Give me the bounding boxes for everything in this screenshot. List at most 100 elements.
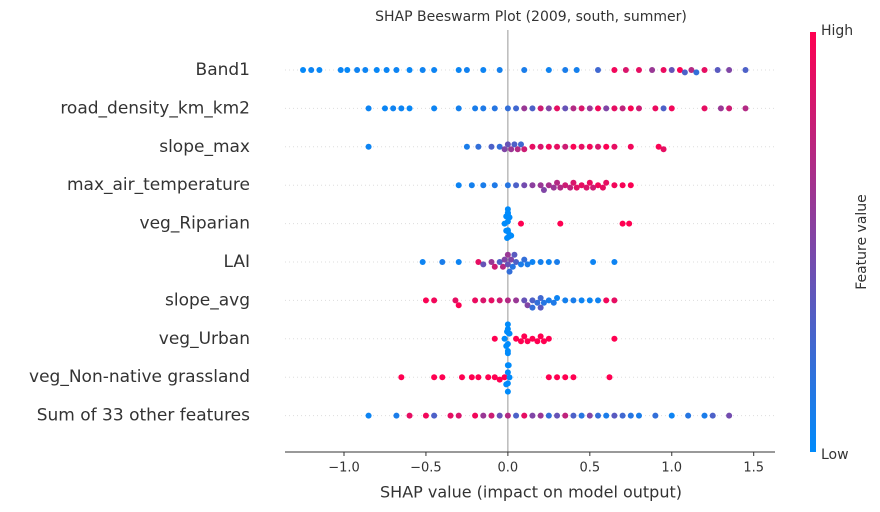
shap-dot: [362, 67, 368, 73]
chart-title: SHAP Beeswarm Plot (2009, south, summer): [375, 9, 687, 25]
shap-dot: [407, 67, 413, 73]
shap-dot: [562, 374, 568, 380]
shap-dot: [574, 67, 580, 73]
shap-dot: [505, 413, 511, 419]
shap-dot: [554, 374, 560, 380]
shap-dot: [374, 67, 380, 73]
shap-dot: [407, 413, 413, 419]
shap-dot: [300, 67, 306, 73]
shap-dot: [420, 67, 426, 73]
shap-dot: [513, 297, 519, 303]
shap-dot: [628, 413, 634, 419]
shap-dot: [587, 413, 593, 419]
shap-dot: [439, 374, 445, 380]
shap-dot: [308, 67, 314, 73]
shap-dot: [529, 182, 535, 188]
shap-dot: [562, 105, 568, 111]
shap-dot: [505, 348, 511, 354]
shap-dot: [702, 67, 708, 73]
shap-dot: [472, 105, 478, 111]
shap-dot: [628, 144, 634, 150]
shap-dot: [595, 297, 601, 303]
shap-dot: [702, 105, 708, 111]
shap-dot: [456, 67, 462, 73]
shap-dot: [611, 336, 617, 342]
shap-dot: [529, 144, 535, 150]
shap-dot: [726, 67, 732, 73]
shap-dot: [398, 374, 404, 380]
shap-dot: [497, 413, 503, 419]
shap-dot: [554, 295, 560, 301]
shap-dot: [626, 221, 632, 227]
shap-dot: [456, 302, 462, 308]
shap-dot: [595, 105, 601, 111]
shap-dot: [570, 297, 576, 303]
shap-dot: [546, 67, 552, 73]
shap-dot: [554, 105, 560, 111]
shap-dot: [538, 105, 544, 111]
shap-dot: [480, 182, 486, 188]
shap-dot: [620, 105, 626, 111]
shap-dot: [669, 67, 675, 73]
shap-dot: [628, 182, 634, 188]
shap-dot: [726, 105, 732, 111]
shap-dot: [338, 67, 344, 73]
shap-dot: [529, 259, 535, 265]
shap-dot: [456, 413, 462, 419]
shap-dot: [480, 261, 486, 267]
shap-dot: [505, 389, 511, 395]
shap-dot: [505, 326, 511, 332]
shap-dot: [661, 105, 667, 111]
shap-dot: [570, 413, 576, 419]
y-tick-label: Band1: [196, 60, 250, 80]
shap-dot: [502, 336, 508, 342]
shap-dot: [595, 144, 601, 150]
shap-dot: [579, 144, 585, 150]
x-tick-label: 0.5: [579, 461, 600, 476]
shap-dot: [546, 413, 552, 419]
shap-dot: [344, 67, 350, 73]
shap-dot: [485, 374, 491, 380]
x-axis-label: SHAP value (impact on model output): [380, 483, 682, 502]
shap-dot: [570, 105, 576, 111]
shap-dot: [529, 105, 535, 111]
shap-dot: [546, 144, 552, 150]
shap-dot: [570, 374, 576, 380]
shap-dot: [538, 305, 544, 311]
shap-dot: [554, 259, 560, 265]
shap-dot: [554, 144, 560, 150]
shap-dot: [611, 297, 617, 303]
shap-dot: [628, 105, 634, 111]
shap-dot: [439, 259, 445, 265]
shap-dot: [492, 264, 498, 270]
shap-dot: [587, 144, 593, 150]
shap-dot: [669, 413, 675, 419]
shap-dot: [366, 105, 372, 111]
shap-dot: [538, 413, 544, 419]
shap-dot: [562, 144, 568, 150]
shap-dot: [710, 413, 716, 419]
y-tick-label: LAI: [223, 252, 250, 272]
shap-dot: [726, 413, 732, 419]
shap-dot: [475, 374, 481, 380]
colorbar-label: Feature value: [854, 194, 870, 290]
shap-dot: [469, 182, 475, 188]
shap-dot: [579, 413, 585, 419]
shap-dot: [574, 185, 580, 191]
shap-dot: [497, 67, 503, 73]
shap-dot: [743, 105, 749, 111]
shap-dot: [448, 413, 454, 419]
shap-dot: [431, 67, 437, 73]
shap-dot: [649, 67, 655, 73]
y-tick-label: veg_Non-native grassland: [29, 367, 250, 387]
x-tick-label: 1.5: [743, 461, 764, 476]
shap-dot: [505, 297, 511, 303]
shap-dot: [521, 105, 527, 111]
shap-dot: [511, 252, 517, 258]
shap-dot: [620, 221, 626, 227]
shap-dot: [603, 297, 609, 303]
y-tick-label: road_density_km_km2: [60, 98, 250, 118]
shap-dot: [541, 187, 547, 193]
shap-dot: [398, 105, 404, 111]
shap-dot: [603, 144, 609, 150]
